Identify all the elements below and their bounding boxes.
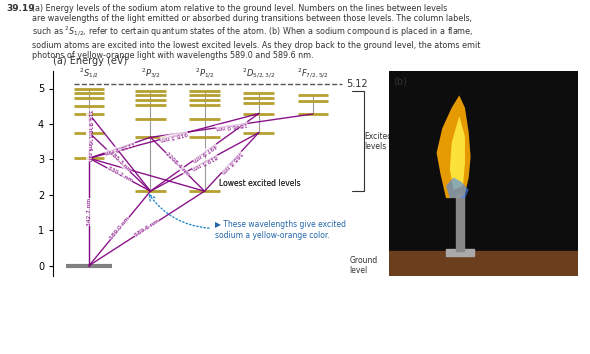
Polygon shape (450, 116, 465, 190)
Text: Lowest excited levels: Lowest excited levels (219, 179, 300, 188)
Text: (a) Energy levels of the sodium atom relative to the ground level. Numbers on th: (a) Energy levels of the sodium atom rel… (32, 4, 481, 60)
Text: 314.9 nm: 314.9 nm (87, 109, 91, 137)
Text: Lowest excited levels: Lowest excited levels (219, 179, 300, 188)
Text: (b): (b) (393, 77, 407, 87)
Polygon shape (446, 178, 468, 198)
Text: 497.9 nm: 497.9 nm (192, 142, 218, 162)
Text: 5.12: 5.12 (346, 79, 368, 89)
Text: $^2S_{1/2}$: $^2S_{1/2}$ (79, 67, 99, 81)
Text: $^2F_{7/2, 5/2}$: $^2F_{7/2, 5/2}$ (297, 67, 329, 81)
Text: 1846.0 nm: 1846.0 nm (215, 121, 248, 130)
Text: 568.8 nm: 568.8 nm (220, 150, 243, 174)
Text: 819.5 nm: 819.5 nm (191, 153, 218, 171)
Text: 1140.4 nm: 1140.4 nm (87, 130, 91, 161)
Text: (a) Energy (eV): (a) Energy (eV) (53, 56, 127, 66)
Text: 589.6 nm: 589.6 nm (134, 219, 160, 238)
Text: 918.3 nm: 918.3 nm (160, 130, 188, 142)
Text: 330.2 nm: 330.2 nm (106, 166, 133, 184)
Text: 1138.2 nm: 1138.2 nm (104, 140, 136, 155)
Text: $^2P_{1/2}$: $^2P_{1/2}$ (195, 67, 214, 81)
Text: 616.1 nm: 616.1 nm (87, 122, 91, 150)
Text: 39.19: 39.19 (6, 4, 35, 12)
Bar (446, 250, 474, 256)
Text: $^2D_{5/2, 3/2}$: $^2D_{5/2, 3/2}$ (242, 67, 276, 81)
Bar (457, 194, 464, 251)
Text: Excited
levels: Excited levels (364, 132, 392, 151)
Text: 2208.4 nm: 2208.4 nm (165, 151, 191, 177)
Text: 589.0 nm: 589.0 nm (109, 216, 130, 241)
Polygon shape (437, 96, 471, 198)
Text: $^2P_{3/2}$: $^2P_{3/2}$ (140, 67, 160, 81)
Text: 342.7 nm: 342.7 nm (87, 198, 91, 226)
Text: Ground
level: Ground level (349, 256, 378, 275)
Text: ▶ These wavelengths give excited
sodium a yellow-orange color.: ▶ These wavelengths give excited sodium … (215, 221, 346, 240)
Text: 285.3 nm: 285.3 nm (108, 150, 132, 173)
Bar (389, 251, 578, 276)
